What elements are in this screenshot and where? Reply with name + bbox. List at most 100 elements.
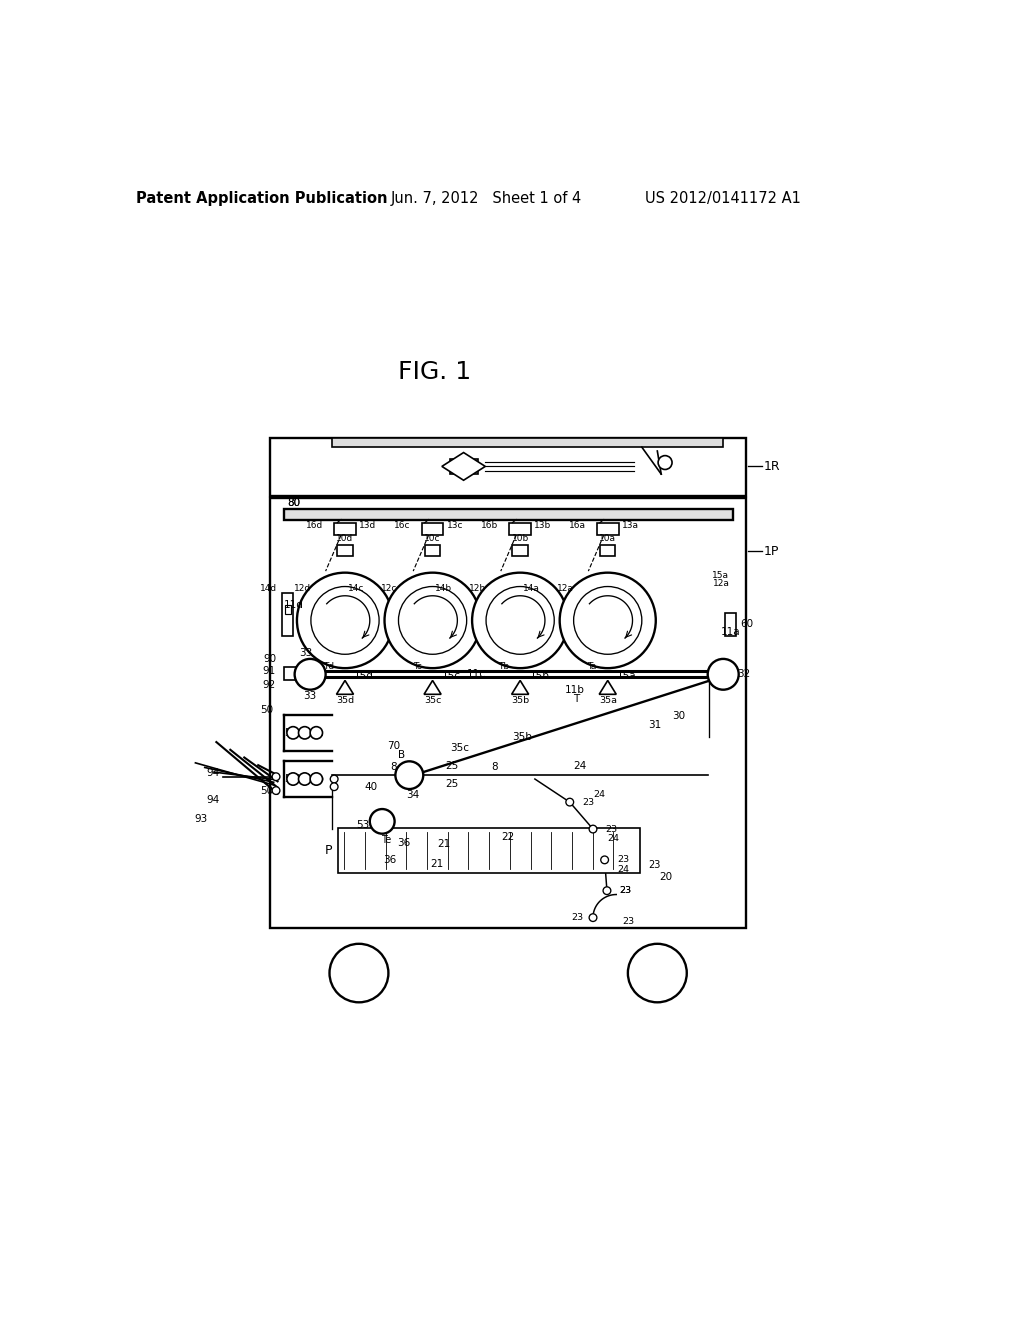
Bar [284,667,298,681]
Text: 91: 91 [263,667,276,676]
Bar [370,594,381,636]
Text: 24: 24 [617,865,629,874]
Text: 13c: 13c [446,521,463,531]
Text: Jun. 7, 2012   Sheet 1 of 4: Jun. 7, 2012 Sheet 1 of 4 [390,191,582,206]
Text: 14d: 14d [260,583,276,593]
Bar [372,605,378,614]
Text: 41a: 41a [305,727,325,738]
Circle shape [560,573,655,668]
Text: 8: 8 [492,763,498,772]
Polygon shape [424,681,441,694]
Text: 35b: 35b [512,731,531,742]
Circle shape [370,809,394,834]
Text: 13a: 13a [622,521,639,531]
Text: 11c: 11c [467,669,486,680]
Bar [460,605,466,614]
Bar [597,523,618,535]
Text: 24: 24 [593,789,605,799]
Circle shape [708,659,738,689]
Bar [334,523,356,535]
Text: 16a: 16a [569,521,586,531]
Text: P: P [325,843,332,857]
Circle shape [658,455,672,470]
Circle shape [311,586,379,655]
Text: 12c: 12c [381,583,397,593]
Text: 36: 36 [397,838,411,847]
Bar [285,605,291,614]
Text: 21: 21 [437,840,451,850]
Text: 33: 33 [303,690,316,701]
Text: 94: 94 [206,795,219,805]
Text: 14a: 14a [522,583,540,593]
Bar [425,545,440,556]
Text: 50: 50 [260,705,273,714]
Circle shape [573,586,642,655]
Circle shape [330,944,388,1002]
Circle shape [395,762,423,789]
Circle shape [601,855,608,863]
Text: 80: 80 [287,498,300,508]
Text: 94: 94 [206,768,219,777]
Text: B: B [398,750,406,760]
Text: 8: 8 [390,763,397,772]
Text: 31: 31 [648,721,662,730]
Text: 12a: 12a [557,583,573,593]
Circle shape [287,726,299,739]
Text: 12d: 12d [294,583,311,593]
Text: 16c: 16c [394,521,411,531]
Text: 25: 25 [445,779,459,789]
Bar [725,612,735,636]
Text: 24: 24 [607,834,618,842]
Text: 41b: 41b [305,774,325,784]
Text: 35b: 35b [511,696,529,705]
Text: 23: 23 [617,855,629,865]
Bar [270,438,746,496]
Bar [458,594,468,636]
Text: Ta: Ta [588,663,597,671]
Text: 80: 80 [287,498,300,508]
Text: 33: 33 [300,648,313,657]
Text: 23: 23 [620,886,632,895]
Text: 11b: 11b [564,685,585,694]
Polygon shape [599,681,616,694]
Text: 23: 23 [605,825,617,833]
Bar [332,438,723,447]
Text: 15c: 15c [442,671,461,681]
Text: 51b: 51b [284,774,304,784]
Text: 35c: 35c [424,696,441,705]
Bar [284,508,732,520]
Circle shape [398,586,467,655]
Text: 14c: 14c [348,583,365,593]
Text: 23: 23 [571,913,584,923]
Bar [600,545,615,556]
Text: 40: 40 [364,781,377,792]
Text: 34: 34 [407,791,420,800]
Bar [512,545,528,556]
Bar [337,545,352,556]
Text: FIG. 1: FIG. 1 [397,360,471,384]
Circle shape [310,774,323,785]
Circle shape [295,659,326,689]
Text: 1P: 1P [764,545,779,557]
Text: 15a: 15a [617,671,637,681]
Text: 23: 23 [648,861,660,870]
Text: 93: 93 [195,814,208,824]
Text: 16d: 16d [306,521,324,531]
Text: 14b: 14b [435,583,452,593]
Text: 1R: 1R [764,459,780,473]
Bar [283,594,293,636]
Text: 30: 30 [672,711,685,721]
Text: 90: 90 [263,653,276,664]
Circle shape [299,726,311,739]
Text: 24: 24 [573,760,587,771]
Circle shape [628,944,687,1002]
Text: Tc: Tc [413,663,422,671]
Text: 53: 53 [356,820,370,830]
Circle shape [331,783,338,791]
Text: 23: 23 [620,886,632,895]
Text: Patent Application Publication: Patent Application Publication [135,191,387,206]
Polygon shape [442,453,485,480]
Text: 35a: 35a [599,696,616,705]
Text: 51a: 51a [284,727,303,738]
Circle shape [331,775,338,783]
